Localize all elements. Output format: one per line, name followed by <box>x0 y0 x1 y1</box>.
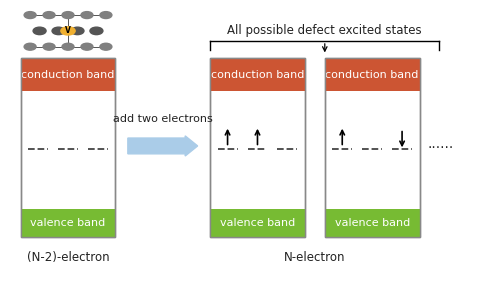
Circle shape <box>71 27 84 35</box>
Circle shape <box>52 27 65 35</box>
Circle shape <box>81 12 93 18</box>
Text: valence band: valence band <box>30 218 106 228</box>
Circle shape <box>62 12 74 18</box>
Circle shape <box>81 43 93 50</box>
Text: conduction band: conduction band <box>326 70 419 80</box>
Bar <box>20 58 116 236</box>
Circle shape <box>24 12 36 18</box>
Text: add two electrons: add two electrons <box>113 114 212 124</box>
Bar <box>210 209 305 236</box>
Bar <box>325 58 420 236</box>
Text: (N-2)-electron: (N-2)-electron <box>26 251 110 264</box>
Bar <box>210 58 305 236</box>
Circle shape <box>61 27 75 35</box>
Text: All possible defect excited states: All possible defect excited states <box>228 24 422 37</box>
Circle shape <box>43 12 55 18</box>
Circle shape <box>43 43 55 50</box>
Bar <box>325 58 420 236</box>
Text: valence band: valence band <box>220 218 295 228</box>
Bar <box>325 209 420 236</box>
Circle shape <box>100 12 112 18</box>
Text: conduction band: conduction band <box>22 70 114 80</box>
Text: V: V <box>65 26 71 35</box>
FancyArrow shape <box>128 136 198 156</box>
Circle shape <box>24 43 36 50</box>
Bar <box>20 209 116 236</box>
Text: N-electron: N-electron <box>284 251 346 264</box>
Text: ......: ...... <box>427 138 454 151</box>
Text: valence band: valence band <box>334 218 410 228</box>
Bar <box>20 58 116 236</box>
Circle shape <box>33 27 46 35</box>
Bar <box>325 58 420 91</box>
Circle shape <box>62 43 74 50</box>
Circle shape <box>90 27 103 35</box>
Circle shape <box>100 43 112 50</box>
Bar <box>20 58 116 91</box>
Text: conduction band: conduction band <box>211 70 304 80</box>
Bar <box>210 58 305 236</box>
Bar <box>210 58 305 91</box>
